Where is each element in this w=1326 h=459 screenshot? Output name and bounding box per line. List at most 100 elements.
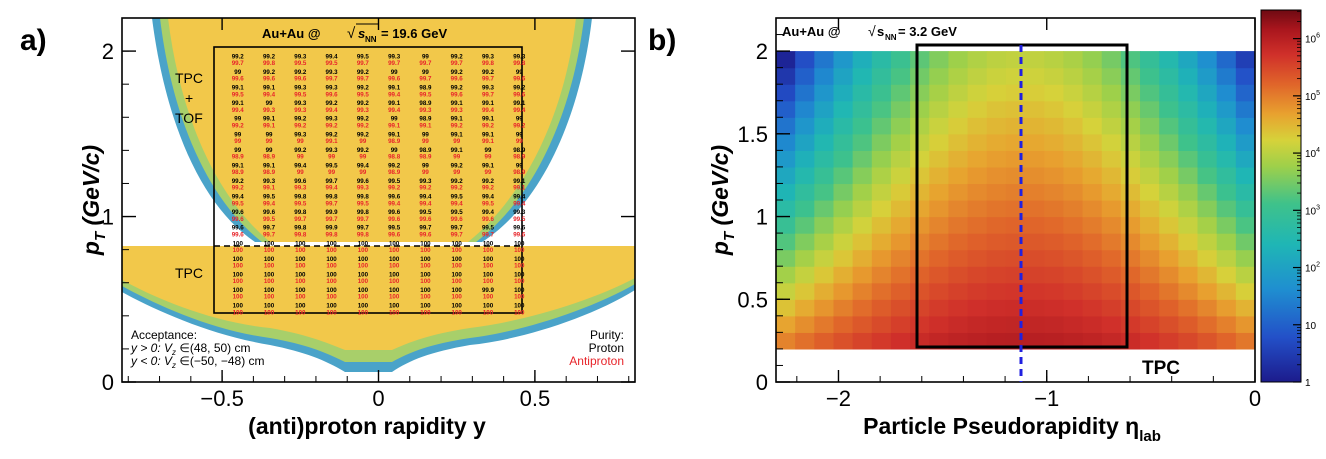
heatmap-cell	[1197, 150, 1218, 168]
purity-cell-proton: 100	[514, 287, 525, 294]
heatmap-cell	[910, 315, 930, 333]
heatmap-cell	[795, 332, 815, 350]
purity-cell-antiproton: 99.7	[482, 91, 495, 98]
purity-cell-antiproton: 100	[358, 294, 369, 301]
heatmap-cell	[776, 166, 796, 185]
heatmap-cell	[1178, 282, 1199, 300]
heatmap-cell	[986, 266, 1007, 284]
purity-cell-antiproton: 100	[452, 309, 463, 316]
panel-a-purity-legend: Purity: Proton Antiproton	[569, 328, 624, 368]
purity-cell-proton: 99.2	[263, 53, 276, 60]
purity-cell-antiproton: 100	[295, 278, 306, 285]
purity-cell-antiproton: 99.6	[388, 231, 401, 238]
purity-cell-antiproton: 99.7	[419, 76, 432, 83]
purity-cell-antiproton: 98.9	[388, 138, 401, 145]
heatmap-cell	[1216, 200, 1237, 218]
heatmap-cell	[1197, 299, 1218, 317]
purity-cell-antiproton: 99.7	[357, 216, 370, 223]
heatmap-cell	[1140, 216, 1160, 234]
heatmap-cell	[833, 315, 854, 333]
heatmap-cell	[871, 266, 892, 284]
purity-cell-antiproton: 99.3	[294, 107, 307, 114]
heatmap-cell	[948, 84, 969, 102]
heatmap-cell	[776, 67, 796, 85]
heatmap-cell	[1216, 266, 1237, 284]
purity-cell-proton: 99	[516, 131, 523, 138]
purity-cell-antiproton: 99.1	[326, 138, 339, 145]
heatmap-cell	[948, 216, 969, 234]
heatmap-cell	[1063, 150, 1084, 168]
heatmap-cell	[1178, 249, 1199, 267]
panel-b-label: b)	[648, 24, 676, 57]
purity-cell-proton: 99.5	[326, 162, 339, 169]
heatmap-cell	[1178, 67, 1199, 85]
heatmap-cell	[1005, 183, 1026, 201]
heatmap-cell	[967, 282, 988, 300]
panel-a-ylabel: pT (GeV/c)	[78, 145, 109, 256]
purity-cell-antiproton: 99.8	[482, 60, 495, 67]
heatmap-cell	[890, 84, 911, 102]
heatmap-cell	[1140, 133, 1160, 151]
purity-cell-proton: 99.2	[357, 131, 370, 138]
purity-cell-antiproton: 100	[514, 263, 525, 270]
purity-cell-proton: 99	[422, 162, 429, 169]
purity-cell-antiproton: 98.9	[513, 169, 526, 176]
purity-cell-antiproton: 99.2	[482, 122, 495, 129]
purity-cell-proton: 99.2	[357, 116, 370, 123]
purity-cell-proton: 99.6	[232, 209, 245, 216]
heatmap-cell	[1216, 84, 1237, 102]
purity-cell-proton: 99.2	[232, 53, 245, 60]
purity-cell-proton: 99.4	[419, 194, 432, 201]
heatmap-cell	[1178, 150, 1199, 168]
purity-cell-antiproton: 99.7	[263, 231, 276, 238]
heatmap-cell	[871, 183, 892, 201]
purity-cell-antiproton: 100	[452, 294, 463, 301]
heatmap-cell	[967, 315, 988, 333]
heatmap-cell	[795, 67, 815, 85]
heatmap-cell	[871, 249, 892, 267]
heatmap-cell	[1101, 332, 1122, 350]
purity-cell-antiproton: 100	[264, 247, 275, 254]
heatmap-cell	[1140, 200, 1160, 218]
heatmap-cell	[1178, 51, 1199, 69]
panel-a-ytick-label: 0	[102, 370, 114, 395]
heatmap-cell	[1044, 133, 1064, 151]
purity-cell-proton: 99.8	[294, 209, 307, 216]
heatmap-cell	[1216, 299, 1237, 317]
heatmap-cell	[890, 117, 911, 135]
heatmap-cell	[1005, 51, 1026, 69]
heatmap-cell	[1120, 216, 1141, 234]
heatmap-cell	[1159, 150, 1179, 168]
purity-cell-antiproton: 99	[422, 169, 429, 176]
heatmap-cell	[1063, 282, 1084, 300]
purity-cell-proton: 100	[264, 256, 275, 263]
heatmap-cell	[1120, 117, 1141, 135]
heatmap-cell	[1140, 332, 1160, 350]
purity-cell-antiproton: 98.9	[388, 169, 401, 176]
heatmap-cell	[1197, 166, 1218, 185]
heatmap-cell	[833, 100, 854, 118]
heatmap-cell	[910, 100, 930, 118]
purity-cell-antiproton: 99.4	[263, 200, 276, 207]
purity-cell-antiproton: 99.7	[232, 60, 245, 67]
purity-cell-proton: 99	[391, 147, 398, 154]
panel-b-ytick-label: 1.5	[737, 122, 768, 147]
heatmap-cell	[910, 216, 930, 234]
panel-a-ytick-label: 2	[102, 39, 114, 64]
heatmap-cell	[1044, 150, 1064, 168]
purity-cell-antiproton: 100	[295, 309, 306, 316]
heatmap-cell	[1197, 67, 1218, 85]
heatmap-cell	[814, 332, 835, 350]
purity-cell-proton: 99.5	[419, 209, 432, 216]
heatmap-cell	[852, 150, 873, 168]
heatmap-cell	[1140, 249, 1160, 267]
purity-cell-antiproton: 99.7	[419, 60, 432, 67]
heatmap-cell	[1140, 299, 1160, 317]
heatmap-cell	[776, 84, 796, 102]
heatmap-cell	[1101, 150, 1122, 168]
heatmap-cell	[929, 233, 950, 251]
heatmap-cell	[1235, 266, 1255, 284]
heatmap-cell	[948, 51, 969, 69]
purity-cell-antiproton: 99	[485, 169, 492, 176]
purity-cell-antiproton: 99.7	[326, 200, 339, 207]
